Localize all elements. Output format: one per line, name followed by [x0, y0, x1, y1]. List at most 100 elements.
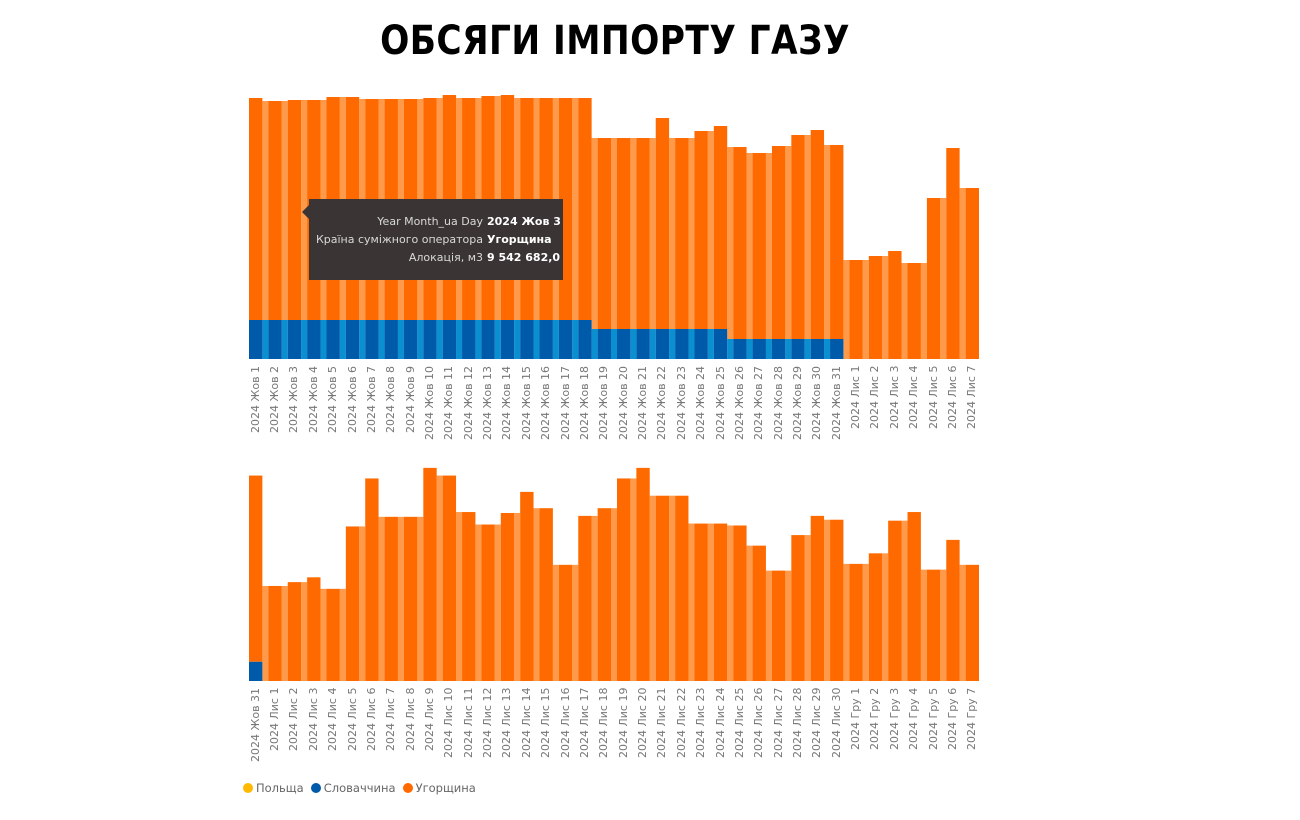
bar-hungary[interactable]	[791, 135, 805, 339]
bar-hungary[interactable]	[675, 495, 689, 681]
bar-hungary[interactable]	[636, 138, 650, 329]
legend-item-hungary[interactable]: Угорщина	[402, 781, 476, 795]
bar-hungary[interactable]	[830, 519, 844, 681]
bar-slovakia[interactable]	[365, 320, 379, 359]
bar-hungary[interactable]	[539, 508, 553, 681]
bar-hungary[interactable]	[287, 100, 302, 320]
bar-slovakia[interactable]	[326, 320, 340, 359]
bar-hungary[interactable]	[810, 515, 825, 681]
bar-hungary[interactable]	[268, 585, 282, 681]
legend-item-poland[interactable]: Польща	[243, 781, 304, 795]
bar-slovakia[interactable]	[733, 339, 747, 359]
bar-hungary[interactable]	[500, 513, 515, 681]
bar-hungary[interactable]	[326, 588, 340, 681]
bar-hungary[interactable]	[926, 198, 941, 359]
bar-hungary[interactable]	[713, 126, 728, 329]
bar-hungary[interactable]	[520, 491, 534, 681]
bar-hungary[interactable]	[287, 582, 302, 681]
bar-hungary[interactable]	[694, 131, 708, 329]
bar-hungary[interactable]	[636, 467, 650, 681]
bar-hungary[interactable]	[617, 138, 631, 329]
bar-hungary[interactable]	[442, 475, 457, 681]
bar-slovakia[interactable]	[345, 320, 360, 359]
bar-hungary[interactable]	[655, 118, 670, 329]
stacked-bar-plot-bottom[interactable]	[249, 412, 987, 682]
bar-hungary[interactable]	[578, 515, 592, 681]
bar-hungary[interactable]	[384, 516, 398, 681]
bar-hungary[interactable]	[345, 526, 360, 681]
bar-slovakia[interactable]	[423, 320, 437, 359]
bar-hungary[interactable]	[868, 553, 883, 681]
bar-hungary[interactable]	[365, 478, 379, 681]
bar-slovakia[interactable]	[539, 320, 553, 359]
bar-slovakia[interactable]	[791, 339, 805, 359]
bar-hungary[interactable]	[849, 563, 863, 681]
bar-slovakia[interactable]	[713, 329, 728, 359]
bar-slovakia[interactable]	[752, 339, 766, 359]
bar-hungary[interactable]	[597, 508, 611, 681]
bar-slovakia[interactable]	[830, 339, 844, 359]
bar-hungary[interactable]	[655, 495, 670, 681]
bar-slovakia[interactable]	[268, 320, 282, 359]
bar-slovakia[interactable]	[442, 320, 457, 359]
legend-item-slovakia[interactable]: Словаччина	[310, 781, 396, 795]
bar-hungary[interactable]	[481, 524, 495, 681]
bar-hungary[interactable]	[733, 147, 747, 339]
bar-hungary[interactable]	[675, 138, 689, 329]
bar-hungary[interactable]	[888, 251, 902, 359]
bar-hungary[interactable]	[307, 577, 321, 681]
bar-hungary[interactable]	[965, 188, 979, 359]
bar-hungary[interactable]	[249, 475, 263, 662]
bar-hungary[interactable]	[249, 98, 263, 320]
bar-hungary[interactable]	[907, 263, 921, 359]
bar-hungary[interactable]	[558, 564, 573, 681]
bar-slovakia[interactable]	[500, 320, 515, 359]
bar-hungary[interactable]	[578, 98, 592, 320]
bar-hungary[interactable]	[752, 153, 766, 339]
bar-hungary[interactable]	[268, 101, 282, 320]
bar-hungary[interactable]	[597, 138, 611, 329]
bar-hungary[interactable]	[965, 564, 979, 681]
bar-hungary[interactable]	[752, 545, 766, 681]
bar-hungary[interactable]	[791, 535, 805, 681]
bar-slovakia[interactable]	[287, 320, 302, 359]
bar-slovakia[interactable]	[307, 320, 321, 359]
bar-hungary[interactable]	[849, 260, 863, 359]
bar-hungary[interactable]	[888, 520, 902, 681]
bar-hungary[interactable]	[946, 539, 960, 681]
bar-slovakia[interactable]	[636, 329, 650, 359]
bar-hungary[interactable]	[694, 523, 708, 681]
bar-slovakia[interactable]	[384, 320, 398, 359]
bar-slovakia[interactable]	[481, 320, 495, 359]
bar-hungary[interactable]	[462, 512, 476, 681]
bar-hungary[interactable]	[771, 146, 786, 339]
x-axis-tick-label: 2024 Лис 3	[306, 687, 320, 751]
bar-slovakia[interactable]	[771, 339, 786, 359]
bar-hungary[interactable]	[810, 130, 825, 339]
bar-hungary[interactable]	[946, 148, 960, 359]
bar-slovakia[interactable]	[578, 320, 592, 359]
bar-hungary[interactable]	[403, 516, 418, 681]
bar-slovakia[interactable]	[810, 339, 825, 359]
bar-slovakia[interactable]	[675, 329, 689, 359]
bar-hungary[interactable]	[423, 467, 437, 681]
bar-hungary[interactable]	[713, 523, 728, 681]
bar-slovakia[interactable]	[694, 329, 708, 359]
bar-hungary[interactable]	[617, 478, 631, 681]
bar-hungary[interactable]	[907, 512, 921, 681]
bar-hungary[interactable]	[733, 525, 747, 681]
bar-hungary[interactable]	[926, 569, 941, 681]
bar-slovakia[interactable]	[249, 661, 263, 681]
bar-slovakia[interactable]	[655, 329, 670, 359]
x-axis-tick-label: 2024 Гру 2	[868, 687, 882, 750]
bar-hungary[interactable]	[830, 145, 844, 339]
bar-slovakia[interactable]	[558, 320, 573, 359]
bar-hungary[interactable]	[771, 570, 786, 681]
bar-slovakia[interactable]	[597, 329, 611, 359]
bar-slovakia[interactable]	[249, 320, 263, 359]
bar-hungary[interactable]	[868, 256, 883, 359]
bar-slovakia[interactable]	[617, 329, 631, 359]
bar-slovakia[interactable]	[520, 320, 534, 359]
bar-slovakia[interactable]	[403, 320, 418, 359]
bar-slovakia[interactable]	[462, 320, 476, 359]
